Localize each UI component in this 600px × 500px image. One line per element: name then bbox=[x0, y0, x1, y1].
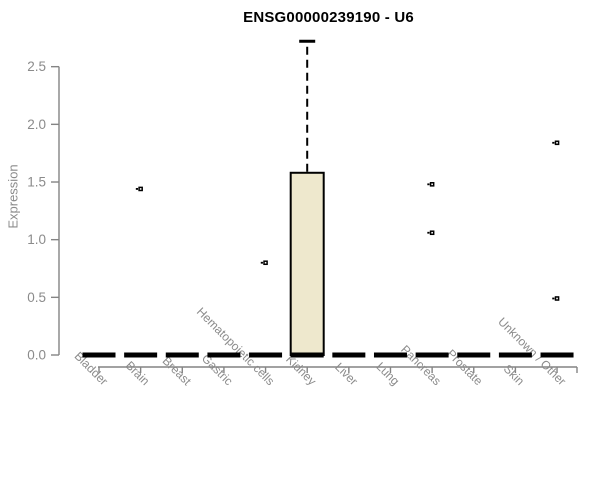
outlier-point-center bbox=[139, 188, 142, 190]
y-axis-tick-label: 2.5 bbox=[27, 59, 46, 74]
x-axis-tick-label: Kidney bbox=[283, 352, 319, 388]
x-axis-tick-label: Breast bbox=[160, 354, 195, 389]
y-axis-tick-label: 2.0 bbox=[27, 117, 46, 132]
outlier-point-center bbox=[556, 297, 558, 300]
y-axis-tick-label: 1.5 bbox=[27, 175, 46, 190]
y-axis-tick-label: 1.0 bbox=[27, 232, 46, 247]
x-axis-tick-label: Brain bbox=[123, 358, 153, 388]
outlier-point-center bbox=[431, 231, 433, 234]
outlier-point-dash bbox=[260, 261, 263, 264]
outlier-point-dash bbox=[427, 231, 430, 234]
outlier-point-dash bbox=[552, 297, 555, 300]
x-axis-tick-label: Skin bbox=[501, 362, 527, 388]
outlier-point-dash bbox=[552, 141, 555, 144]
outlier-point-dash bbox=[135, 188, 139, 190]
boxplot-box bbox=[289, 171, 325, 356]
x-axis-tick-label: Pancreas bbox=[398, 342, 444, 388]
x-axis-tick-label: Hematopoietic cells bbox=[194, 305, 277, 388]
y-axis-tick-label: 0.0 bbox=[27, 348, 46, 363]
y-axis-tick-label: 0.5 bbox=[27, 290, 46, 305]
x-axis-tick-label: Lung bbox=[373, 359, 402, 388]
outlier-point-dash bbox=[427, 183, 430, 186]
outlier-point-center bbox=[556, 141, 558, 144]
outlier-point-center bbox=[431, 183, 433, 186]
chart-title: ENSG00000239190 - U6 bbox=[243, 9, 414, 26]
outlier-point-center bbox=[264, 261, 267, 264]
x-axis-tick-label: Liver bbox=[332, 360, 360, 388]
